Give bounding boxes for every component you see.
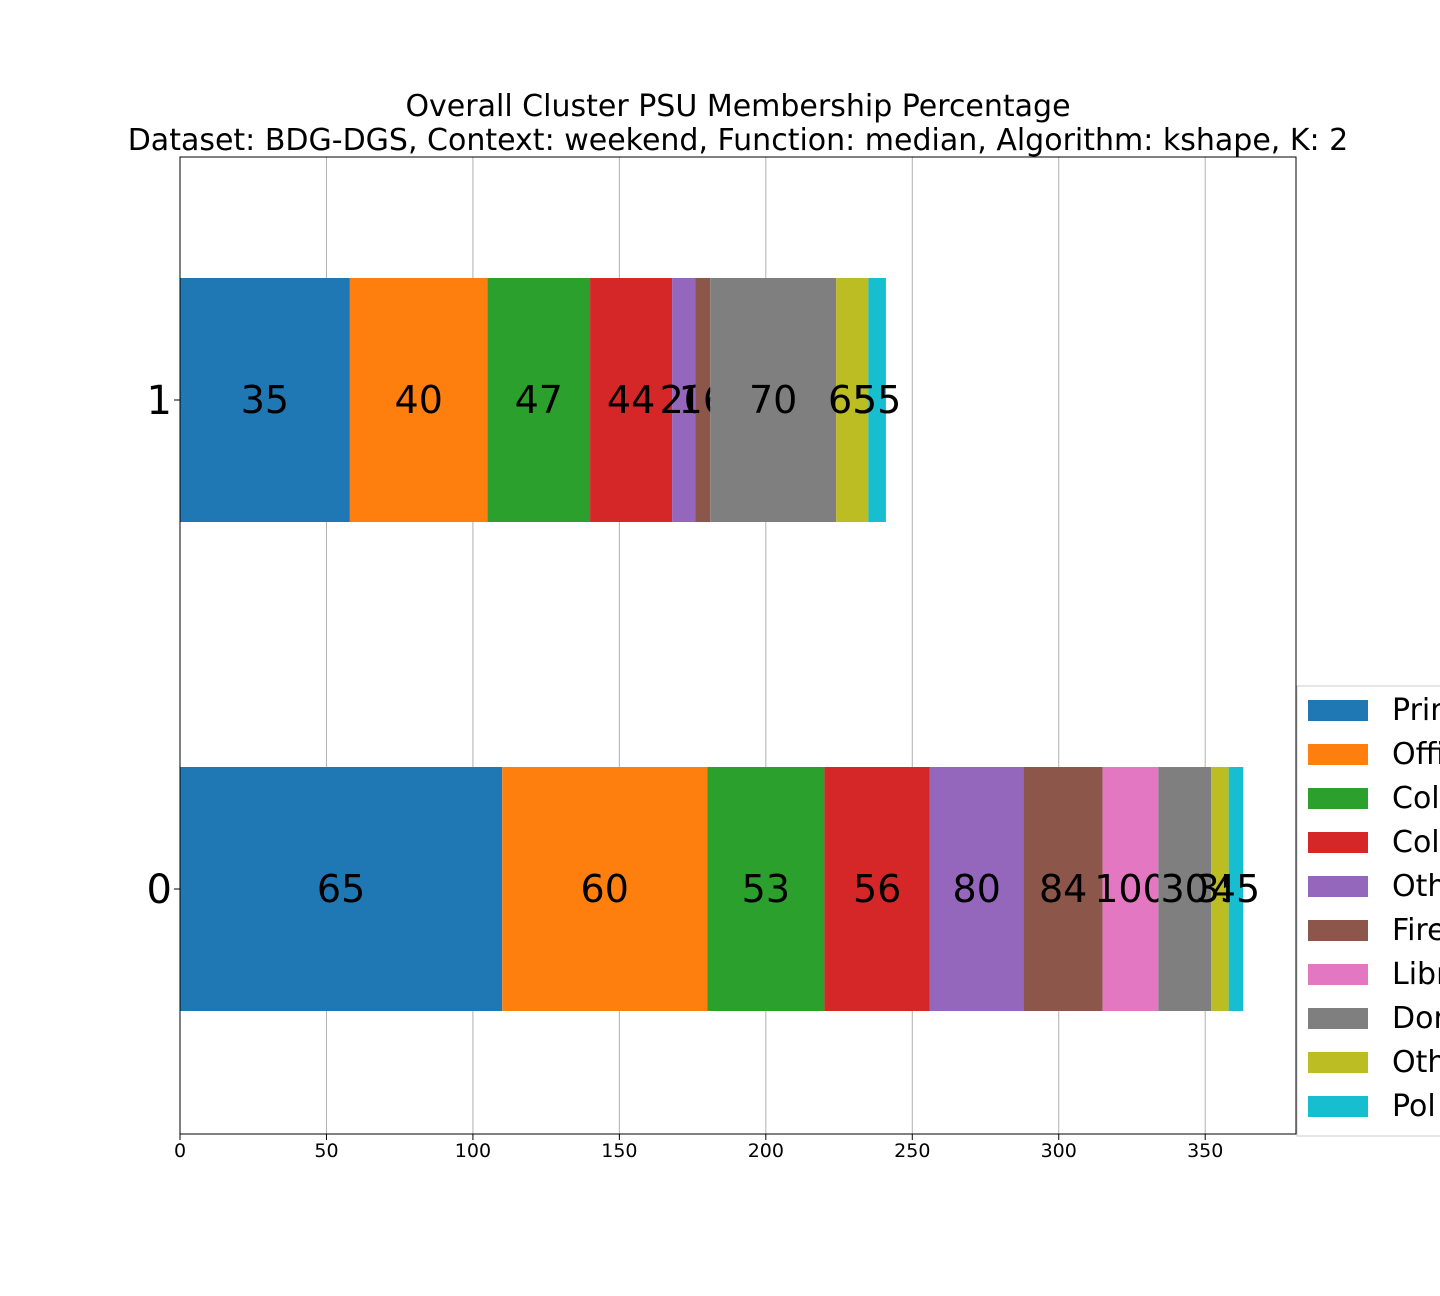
legend-label-3: Col [1392,825,1440,860]
bar-0-series-7 [1158,767,1212,1011]
legend-label-6: Libr [1392,957,1440,992]
legend-swatch-0 [1308,700,1368,721]
legend-label-7: Dor [1392,1001,1440,1036]
chart-subtitle: Dataset: BDG-DGS, Context: weekend, Func… [128,123,1349,158]
legend-swatch-2 [1308,788,1368,809]
legend: Prim Offi Col Col Oth Fire Libr Dor Oth Pol [1296,685,1440,1137]
bar-label-0-series-0: 65 [317,867,365,911]
bar-label-0-series-7: 30 [1161,867,1209,911]
legend-label-8: Oth [1392,1045,1440,1080]
bar-label-1-series-3: 44 [607,378,655,422]
legend-swatch-8 [1308,1052,1368,1073]
bar-label-1-series-7: 70 [749,378,797,422]
bar-label-1-series-0: 35 [241,378,289,422]
legend-swatch-9 [1308,1096,1368,1117]
legend-label-9: Pol [1392,1089,1436,1124]
chart-title: Overall Cluster PSU Membership Percentag… [405,89,1070,124]
bar-1-series-0 [180,278,350,522]
bar-0-series-1 [502,767,708,1011]
bar-label-0-series-1: 60 [581,867,629,911]
x-tick-label-0: 0 [174,1140,186,1162]
bar-0-series-0 [180,767,503,1011]
x-tick-label-250: 250 [894,1140,930,1162]
legend-swatch-6 [1308,964,1368,985]
legend-label-4: Oth [1392,869,1440,904]
bar-0-series-3 [824,767,930,1011]
bar-1-series-5 [695,278,711,522]
bar-1-series-3 [590,278,673,522]
legend-swatch-3 [1308,832,1368,853]
x-axis: 0 50 100 150 200 250 300 350 [174,1134,1223,1162]
bar-label-0-series-3: 56 [853,867,901,911]
legend-label-2: Col [1392,781,1440,816]
plot-frame [179,156,1297,1135]
bar-0-series-8 [1211,767,1229,1011]
bar-label-0-series-5: 84 [1039,867,1087,911]
bar-label-1-series-1: 40 [395,378,443,422]
legend-swatch-5 [1308,920,1368,941]
y-tick-label-0: 0 [147,867,172,913]
legend-swatch-7 [1308,1008,1368,1029]
bar-label-1-series-2: 47 [515,378,563,422]
bar-0-series-9 [1228,767,1244,1011]
legend-label-1: Offi [1392,737,1440,772]
x-tick-label-100: 100 [455,1140,491,1162]
bar-1-series-7 [710,278,837,522]
bar-0-series-2 [707,767,825,1011]
legend-swatch-1 [1308,744,1368,765]
y-axis: 01 [147,378,180,913]
bar-0-series-4 [929,767,1024,1011]
bar-1-series-2 [487,278,591,522]
bar-label-0-series-4: 80 [953,867,1001,911]
bar-1-series-4 [672,278,696,522]
legend-label-0: Prim [1392,693,1440,728]
bar-label-1-series-9: 55 [853,378,901,422]
legend-label-5: Fire [1392,913,1440,948]
bar-0-series-5 [1023,767,1103,1011]
bar-0-series-6 [1102,767,1159,1011]
bar-1-series-1 [349,278,488,522]
bar-label-0-series-6: 100 [1094,867,1167,911]
bar-1-series-8 [836,278,869,522]
y-tick-label-1: 1 [147,378,172,424]
legend-swatch-4 [1308,876,1368,897]
bar-1-series-9 [868,278,886,522]
bar-label-0-series-9: 45 [1212,867,1260,911]
bar-label-0-series-2: 53 [742,867,790,911]
x-tick-label-200: 200 [748,1140,784,1162]
x-tick-label-50: 50 [314,1140,338,1162]
x-tick-label-300: 300 [1041,1140,1077,1162]
x-tick-label-350: 350 [1187,1140,1223,1162]
x-tick-label-150: 150 [601,1140,637,1162]
